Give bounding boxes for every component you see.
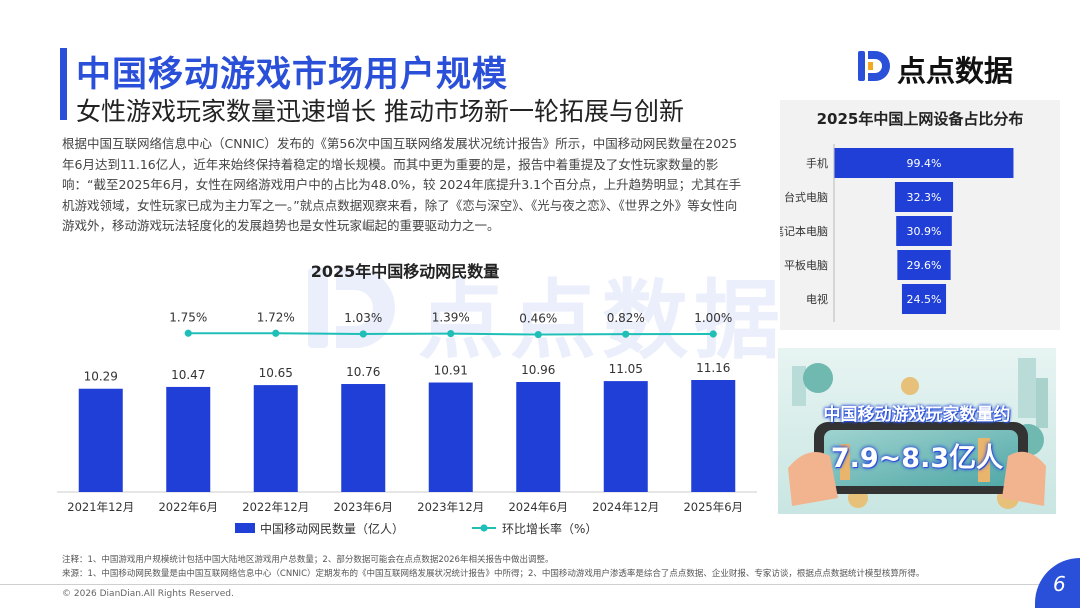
mobile-users-chart-title: 2025年中国移动网民数量 [310,262,500,281]
bar-data-label: 11.05 [609,362,643,376]
bar [78,388,123,492]
bar [603,381,648,492]
device-share-panel: 2025年中国上网设备占比分布 99.4% 手机 32.3% 台式电脑 30.9% 笔记本… [780,100,1060,330]
device-share-chart-title: 2025年中国上网设备占比分布 [816,110,1024,128]
footnote-note: 注释：1、中国游戏用户规模统计包括中国大陆地区游戏用户总数量；2、部分数据可能会… [62,555,554,565]
bar [516,382,561,492]
bar-data-label: 10.96 [521,363,555,377]
bar-data-label: 10.65 [259,366,293,380]
bar [691,380,736,492]
growth-point [184,329,192,337]
brand-logo: 点点数据 [855,46,1045,88]
device-share-chart-svg: 99.4% 手机 32.3% 台式电脑 30.9% 笔记本电脑 29.6% 平板电脑 24.5%… [780,144,1014,322]
x-tick-label: 2023年6月 [333,500,393,514]
promo-illustration: 中国移动游戏玩家数量约 7.9~8.3亿人 [778,348,1056,514]
promo-value: 7.9~8.3亿人 [830,443,1004,474]
legend-bar-label: 中国移动网民数量（亿人） [260,521,404,536]
bar [341,384,386,492]
phone-coins-illustration [778,348,1056,514]
copyright: © 2026 DianDian.All Rights Reserved. [62,589,234,599]
device-bar-label: 32.3% [907,191,942,204]
growth-data-label: 0.82% [607,311,645,325]
footnote-source: 来源：1、中国移动网民数量是由中国互联网络信息中心（CNNIC）定期发布的《中国… [62,569,925,579]
legend-line-label: 环比增长率（%） [502,521,597,536]
bar [253,385,298,492]
bar-data-label: 10.29 [84,370,118,384]
page-subtitle: 女性游戏玩家数量迅速增长 推动市场新一轮拓展与创新 [76,97,684,126]
device-bar [897,250,951,280]
device-bar [896,216,952,246]
footer-divider [0,584,1040,585]
promo-headline: 中国移动游戏玩家数量约 [823,405,1011,425]
device-bar-label: 99.4% [907,157,942,170]
x-tick-label: 2022年6月 [158,500,218,514]
growth-point [359,330,367,338]
growth-data-label: 1.03% [344,311,382,325]
footnotes: 注释：1、中国游戏用户规模统计包括中国大陆地区游戏用户总数量；2、部分数据可能会… [62,553,924,581]
device-bar [834,148,1014,178]
growth-point [709,330,717,338]
device-bar-label: 29.6% [907,259,942,272]
bar [166,386,211,492]
device-bar-label: 30.9% [907,225,942,238]
device-bar [894,182,954,212]
bar [428,382,473,492]
x-tick-label: 2022年12月 [242,500,309,514]
device-category-label: 手机 [806,156,828,170]
legend-bar-swatch [235,523,255,533]
growth-data-label: 1.39% [432,311,470,325]
growth-point [272,329,280,337]
bar-data-label: 10.76 [346,365,380,379]
device-category-label: 电视 [806,292,828,306]
growth-data-label: 0.46% [519,312,557,326]
device-category-label: 台式电脑 [784,190,828,204]
device-bar-label: 24.5% [907,293,942,306]
bar-data-label: 10.47 [171,368,205,382]
bar-data-label: 10.91 [434,364,468,378]
page-number-badge: 6 [1035,558,1080,608]
page-number: 6 [1053,572,1066,596]
device-category-label: 笔记本电脑 [780,224,828,238]
mobile-users-chart-svg: 10.29 2021年12月 10.47 2022年6月 10.65 2022年12月 10… [57,310,757,536]
growth-point [622,330,630,338]
mobile-users-chart: 2025年中国移动网民数量 10.29 2021年12月 10.47 2022年6月 1… [40,250,770,550]
logo-text: 点点数据 [897,54,1014,88]
device-category-label: 平板电脑 [784,258,828,272]
bar-data-label: 11.16 [696,361,730,375]
growth-data-label: 1.00% [694,311,732,325]
x-tick-label: 2023年12月 [417,500,484,514]
x-tick-label: 2025年6月 [683,500,743,514]
x-tick-label: 2024年12月 [592,500,659,514]
growth-data-label: 1.72% [257,310,295,324]
dd-logo-icon [858,51,890,81]
growth-data-label: 1.75% [169,310,207,324]
title-accent-bar [60,48,67,120]
legend-line-marker [480,524,488,532]
growth-point [534,330,542,339]
x-tick-label: 2021年12月 [67,500,134,514]
page-title: 中国移动游戏市场用户规模 [76,55,509,95]
x-tick-label: 2024年6月 [508,500,568,514]
device-bar [901,284,947,314]
growth-point [447,330,455,338]
intro-paragraph: 根据中国互联网络信息中心（CNNIC）发布的《第56次中国互联网络发展状况统计报… [62,136,742,233]
